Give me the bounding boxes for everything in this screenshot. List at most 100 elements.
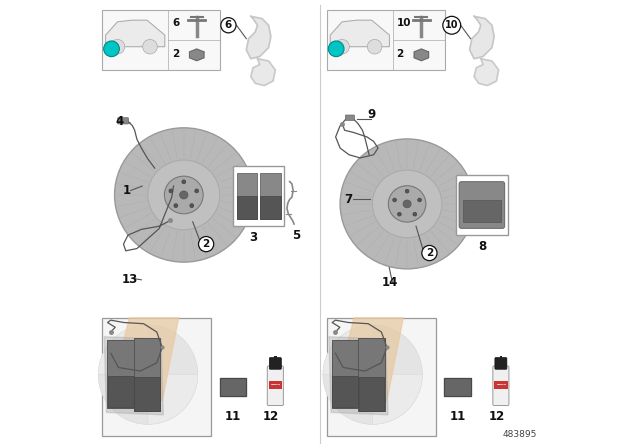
Text: ━━━━: ━━━━: [496, 383, 506, 387]
Circle shape: [418, 198, 422, 202]
Ellipse shape: [115, 128, 253, 262]
Circle shape: [323, 325, 422, 424]
Text: 1: 1: [123, 184, 131, 197]
Circle shape: [335, 39, 349, 54]
Ellipse shape: [340, 139, 474, 269]
FancyBboxPatch shape: [237, 196, 257, 220]
Circle shape: [104, 41, 119, 56]
FancyBboxPatch shape: [268, 366, 284, 405]
Circle shape: [422, 246, 437, 261]
FancyBboxPatch shape: [358, 377, 385, 411]
Circle shape: [367, 39, 382, 54]
FancyBboxPatch shape: [326, 318, 436, 436]
FancyBboxPatch shape: [134, 338, 160, 411]
Circle shape: [174, 204, 178, 207]
FancyBboxPatch shape: [358, 338, 385, 411]
FancyBboxPatch shape: [346, 115, 355, 121]
Circle shape: [99, 325, 198, 424]
Wedge shape: [323, 325, 372, 375]
Polygon shape: [106, 20, 164, 47]
Circle shape: [182, 180, 186, 184]
Ellipse shape: [164, 176, 203, 214]
FancyBboxPatch shape: [463, 200, 501, 222]
Polygon shape: [189, 49, 204, 60]
Polygon shape: [104, 337, 163, 415]
Circle shape: [110, 39, 125, 54]
FancyBboxPatch shape: [500, 356, 502, 359]
Wedge shape: [99, 375, 148, 424]
FancyBboxPatch shape: [102, 318, 211, 436]
Polygon shape: [444, 378, 471, 396]
Circle shape: [413, 212, 417, 216]
FancyBboxPatch shape: [332, 376, 358, 407]
Text: 4: 4: [115, 115, 124, 128]
Circle shape: [397, 212, 401, 216]
Polygon shape: [246, 16, 271, 59]
Ellipse shape: [180, 191, 188, 199]
FancyBboxPatch shape: [260, 173, 280, 220]
FancyBboxPatch shape: [108, 340, 134, 408]
Circle shape: [405, 190, 409, 193]
Ellipse shape: [372, 170, 442, 238]
Text: 8: 8: [478, 240, 486, 253]
Polygon shape: [470, 16, 494, 59]
Circle shape: [443, 16, 461, 34]
Polygon shape: [113, 318, 179, 401]
FancyBboxPatch shape: [269, 358, 282, 369]
Text: 11: 11: [225, 409, 241, 422]
Circle shape: [195, 189, 198, 193]
Polygon shape: [414, 49, 429, 60]
FancyBboxPatch shape: [118, 118, 129, 124]
Ellipse shape: [388, 186, 426, 222]
Circle shape: [198, 237, 214, 252]
FancyBboxPatch shape: [108, 376, 134, 407]
Text: 2: 2: [172, 49, 179, 59]
Circle shape: [393, 198, 396, 202]
Text: 483895: 483895: [502, 430, 536, 439]
FancyBboxPatch shape: [459, 182, 505, 228]
Circle shape: [190, 204, 194, 207]
FancyBboxPatch shape: [493, 366, 509, 405]
Wedge shape: [148, 375, 198, 424]
FancyBboxPatch shape: [260, 196, 280, 220]
Wedge shape: [323, 375, 372, 424]
FancyBboxPatch shape: [134, 377, 160, 411]
FancyBboxPatch shape: [494, 381, 508, 389]
FancyBboxPatch shape: [332, 340, 358, 408]
Text: 10: 10: [445, 20, 458, 30]
FancyBboxPatch shape: [456, 175, 508, 235]
FancyBboxPatch shape: [495, 358, 507, 369]
FancyBboxPatch shape: [269, 381, 282, 389]
Ellipse shape: [403, 200, 411, 208]
FancyBboxPatch shape: [233, 166, 284, 226]
Polygon shape: [251, 59, 275, 86]
Text: 12: 12: [488, 409, 504, 422]
Polygon shape: [220, 378, 246, 396]
Circle shape: [143, 39, 157, 54]
Polygon shape: [474, 59, 499, 86]
Text: 9: 9: [367, 108, 375, 121]
Wedge shape: [372, 325, 422, 375]
Text: 3: 3: [250, 231, 257, 244]
FancyBboxPatch shape: [237, 173, 257, 220]
FancyBboxPatch shape: [326, 9, 445, 70]
Text: 10: 10: [397, 18, 411, 28]
Text: 5: 5: [292, 228, 301, 241]
Ellipse shape: [148, 160, 220, 230]
Text: 13: 13: [121, 273, 138, 286]
Text: 2: 2: [426, 248, 433, 258]
FancyBboxPatch shape: [274, 356, 276, 359]
Circle shape: [328, 41, 344, 56]
Text: 11: 11: [449, 409, 466, 422]
Wedge shape: [372, 375, 422, 424]
Circle shape: [221, 17, 236, 33]
Circle shape: [169, 189, 173, 193]
Text: 14: 14: [381, 276, 398, 289]
Wedge shape: [148, 325, 198, 375]
Wedge shape: [99, 325, 148, 375]
Text: 2: 2: [202, 239, 210, 249]
Text: 7: 7: [344, 193, 353, 206]
Text: ━━━━: ━━━━: [270, 383, 280, 387]
Text: 6: 6: [225, 20, 232, 30]
Text: 6: 6: [172, 18, 179, 28]
